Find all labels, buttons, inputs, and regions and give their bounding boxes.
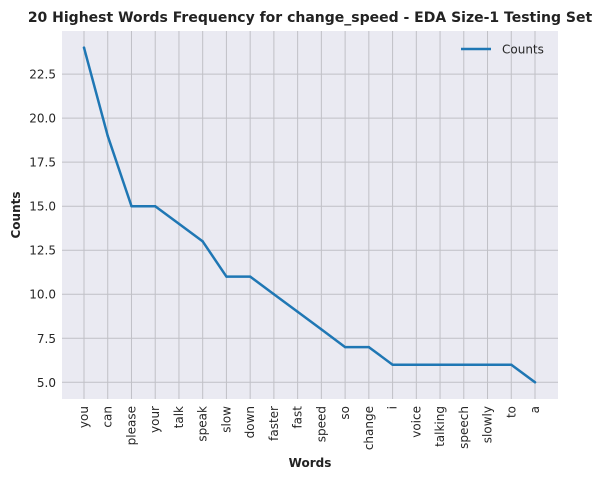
x-tick-label: down (243, 406, 257, 438)
data-point (533, 381, 537, 384)
x-tick-label: a (528, 406, 542, 413)
data-point (486, 363, 489, 366)
y-axis-ticks: 5.0 7.5 10.0 12.5 15.0 17.5 20.0 22.5 (29, 68, 56, 390)
data-point (201, 240, 204, 243)
data-point (296, 310, 299, 314)
data-point (130, 204, 133, 208)
data-point (272, 293, 276, 296)
data-point (225, 275, 228, 278)
data-point (391, 363, 394, 366)
data-point (367, 345, 371, 349)
data-point (106, 134, 109, 137)
x-tick-label: talk (172, 406, 186, 428)
data-point (415, 363, 418, 366)
y-tick-label: 17.5 (29, 156, 56, 170)
x-tick-label: to (504, 406, 518, 418)
chart-title: 20 Highest Words Frequency for change_sp… (28, 10, 593, 26)
data-point (82, 46, 86, 49)
y-axis-label: Counts (9, 191, 23, 238)
y-tick-label: 15.0 (29, 200, 56, 214)
data-point (343, 345, 347, 349)
x-tick-label: voice (409, 406, 423, 438)
y-tick-label: 5.0 (37, 376, 56, 390)
x-axis-label: Words (289, 456, 332, 470)
series-line-counts (82, 46, 537, 384)
series-layer (82, 46, 537, 384)
x-tick-label: please (124, 406, 138, 445)
y-tick-label: 7.5 (37, 332, 56, 346)
x-tick-label: speed (314, 406, 328, 442)
x-tick-label: change (362, 406, 376, 450)
legend: Counts (461, 43, 544, 57)
data-point (320, 328, 323, 331)
x-tick-label: you (77, 406, 91, 428)
y-tick-label: 22.5 (29, 68, 56, 82)
x-tick-label: talking (433, 406, 447, 447)
x-tick-label: slowly (481, 406, 495, 443)
x-tick-label: slow (219, 406, 233, 433)
x-tick-label: can (101, 406, 115, 428)
x-tick-label: fast (291, 406, 305, 429)
x-tick-label: i (386, 406, 400, 409)
data-point (177, 222, 181, 226)
data-point (154, 204, 157, 208)
x-tick-label: so (338, 406, 352, 420)
plot-area (62, 31, 558, 399)
legend-label-counts: Counts (502, 43, 544, 57)
x-tick-label: your (148, 406, 162, 433)
x-tick-label: speech (457, 406, 471, 449)
data-point (462, 363, 465, 366)
x-tick-label: faster (267, 406, 281, 441)
data-point (510, 363, 513, 366)
x-axis-ticks: you can please your talk speak slow down faster f… (77, 406, 542, 450)
data-point (248, 275, 252, 278)
y-tick-label: 20.0 (29, 112, 56, 126)
y-tick-label: 10.0 (29, 288, 56, 302)
x-tick-label: speak (196, 406, 210, 442)
y-tick-label: 12.5 (29, 244, 56, 258)
data-point (438, 363, 442, 366)
grid-lines (62, 31, 558, 399)
